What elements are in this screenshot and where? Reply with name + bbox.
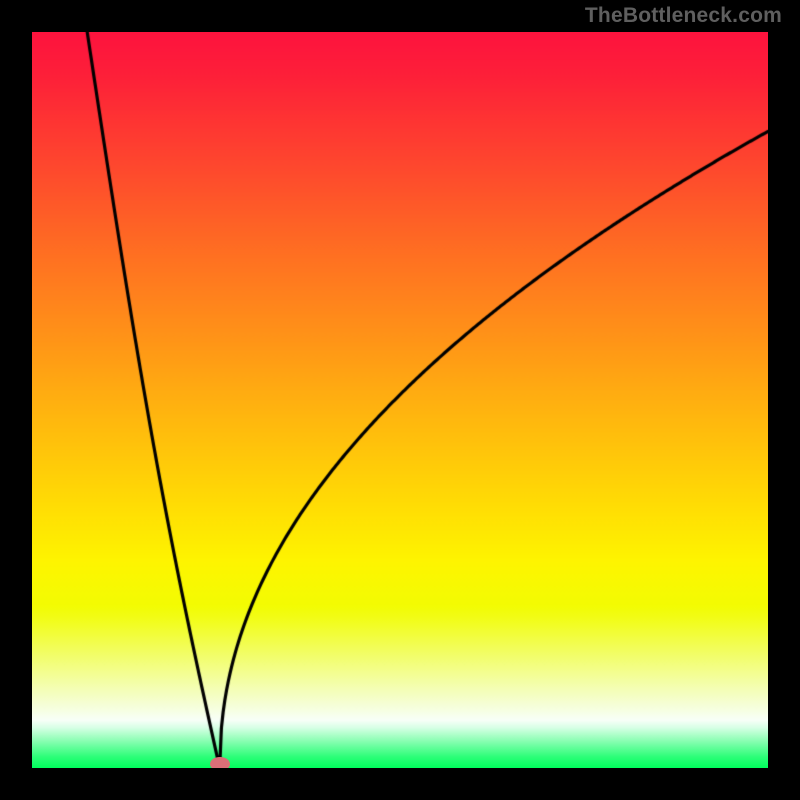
minimum-marker (210, 757, 230, 768)
plot-area (32, 32, 768, 768)
watermark-text: TheBottleneck.com (585, 4, 782, 28)
bottleneck-curve (32, 32, 768, 768)
chart-frame: TheBottleneck.com (0, 0, 800, 800)
